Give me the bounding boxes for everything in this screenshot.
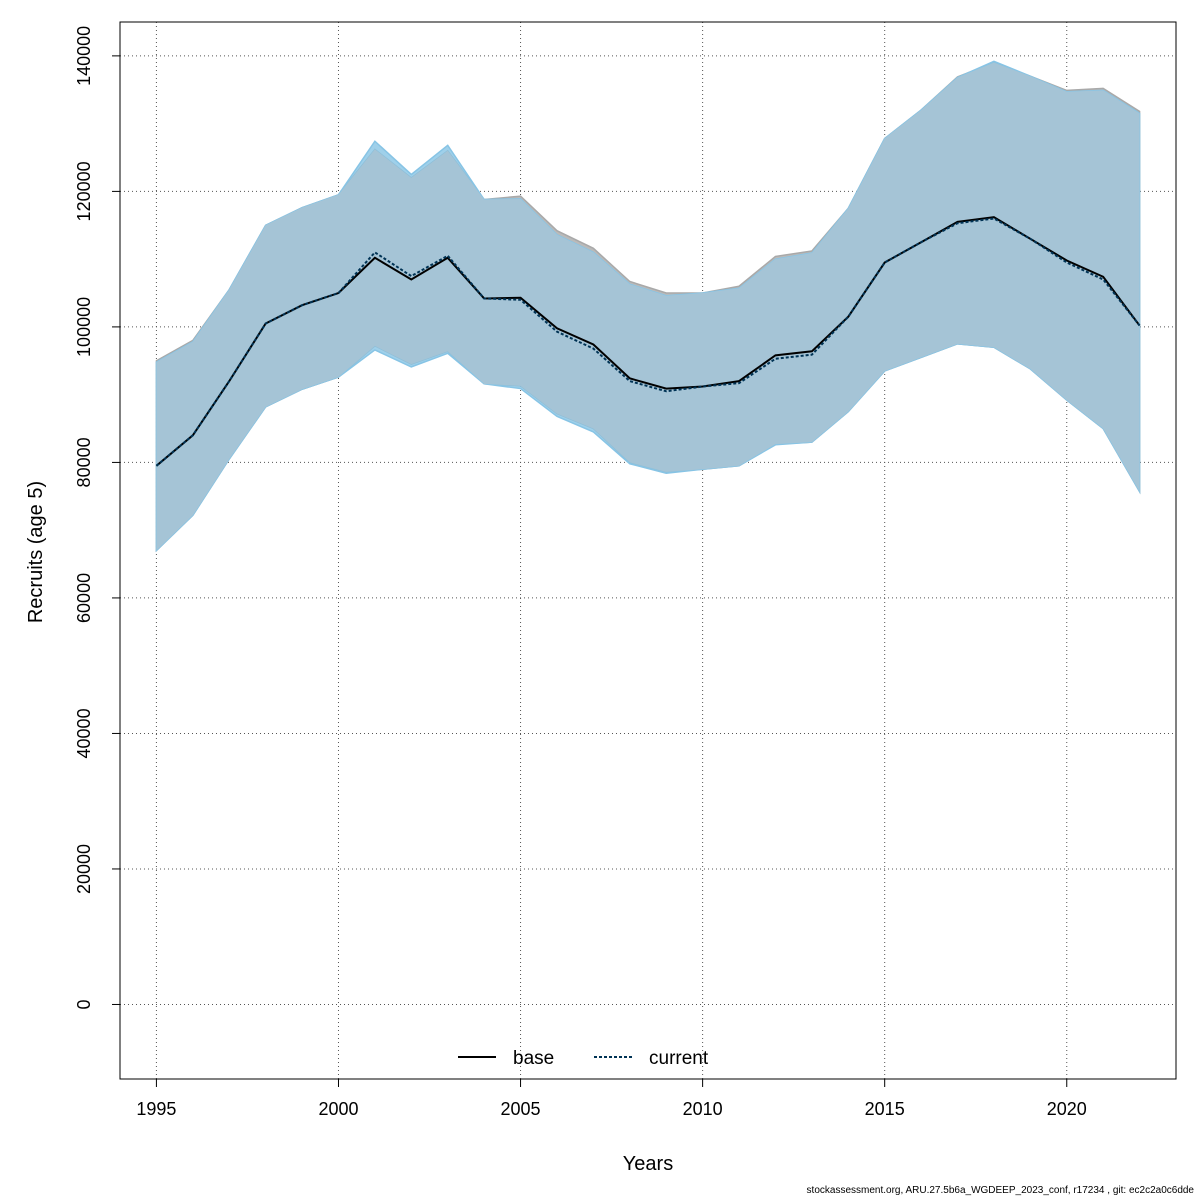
x-tick-label: 2020 [1047, 1099, 1087, 1119]
y-tick-label: 60000 [74, 573, 94, 623]
x-tick-label: 1995 [136, 1099, 176, 1119]
confidence-bands [155, 60, 1141, 553]
legend-item-base: base [458, 1048, 554, 1069]
y-tick-label: 100000 [74, 297, 94, 357]
y-tick-label: 20000 [74, 844, 94, 894]
y-axis: 0 20000 40000 60000 80000 100000 120000 140000 [74, 26, 121, 1009]
y-axis-label: Recruits (age 5) [25, 481, 47, 623]
legend-label: current [649, 1048, 709, 1069]
y-tick-label: 120000 [74, 161, 94, 221]
legend-item-current: current [594, 1048, 709, 1069]
band-overlap [156, 62, 1140, 551]
x-tick-label: 2000 [318, 1099, 358, 1119]
y-tick-label: 40000 [74, 708, 94, 758]
x-axis: 1995 2000 2005 2010 2015 2020 [136, 1078, 1087, 1119]
footer-note: stockassessment.org, ARU.27.5b6a_WGDEEP_… [806, 1185, 1194, 1196]
x-tick-label: 2010 [683, 1099, 723, 1119]
legend: base current [458, 1048, 709, 1069]
legend-label: base [513, 1048, 554, 1069]
y-tick-label: 80000 [74, 437, 94, 487]
y-tick-label: 140000 [74, 26, 94, 86]
series-lines [155, 216, 1141, 467]
line-current [155, 217, 1141, 467]
x-tick-label: 2005 [501, 1099, 541, 1119]
x-axis-label: Years [623, 1153, 673, 1175]
x-tick-label: 2015 [865, 1099, 905, 1119]
y-tick-label: 0 [74, 999, 94, 1009]
